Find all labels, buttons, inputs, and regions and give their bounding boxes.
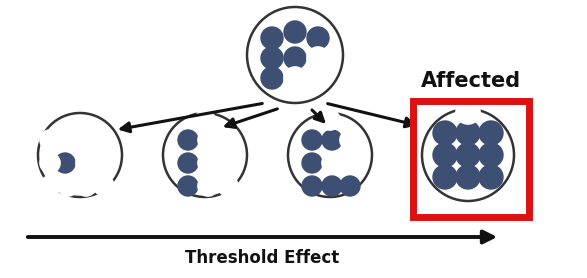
Circle shape xyxy=(433,165,457,189)
Circle shape xyxy=(40,176,60,196)
Circle shape xyxy=(302,176,322,196)
Circle shape xyxy=(76,153,96,173)
Circle shape xyxy=(261,67,283,89)
Circle shape xyxy=(198,153,218,173)
Circle shape xyxy=(178,176,198,196)
Circle shape xyxy=(340,153,360,173)
Circle shape xyxy=(76,176,96,196)
Circle shape xyxy=(218,153,238,173)
Circle shape xyxy=(284,21,306,43)
Circle shape xyxy=(198,176,218,196)
Circle shape xyxy=(40,130,60,150)
Circle shape xyxy=(94,176,114,196)
Circle shape xyxy=(55,153,75,173)
Circle shape xyxy=(307,67,329,89)
Circle shape xyxy=(479,165,503,189)
Circle shape xyxy=(284,67,306,89)
Text: Affected: Affected xyxy=(421,71,521,91)
Circle shape xyxy=(456,121,480,145)
Circle shape xyxy=(479,143,503,167)
Circle shape xyxy=(76,130,96,150)
Circle shape xyxy=(218,130,238,150)
Circle shape xyxy=(261,27,283,49)
Circle shape xyxy=(433,143,457,167)
Text: Threshold Effect: Threshold Effect xyxy=(185,249,340,267)
Circle shape xyxy=(198,130,218,150)
Circle shape xyxy=(456,100,480,124)
Circle shape xyxy=(322,176,342,196)
Circle shape xyxy=(40,153,60,173)
Circle shape xyxy=(479,121,503,145)
Circle shape xyxy=(340,130,360,150)
Circle shape xyxy=(456,165,480,189)
Circle shape xyxy=(284,47,306,69)
Circle shape xyxy=(307,27,329,49)
Circle shape xyxy=(58,130,78,150)
Circle shape xyxy=(307,47,329,69)
Bar xyxy=(413,101,529,217)
Circle shape xyxy=(456,143,480,167)
Circle shape xyxy=(261,47,283,69)
Circle shape xyxy=(433,121,457,145)
Circle shape xyxy=(178,153,198,173)
Circle shape xyxy=(322,130,342,150)
Circle shape xyxy=(302,130,322,150)
Circle shape xyxy=(340,176,360,196)
Circle shape xyxy=(322,153,342,173)
Circle shape xyxy=(302,153,322,173)
Circle shape xyxy=(218,176,238,196)
Circle shape xyxy=(320,110,340,130)
Circle shape xyxy=(178,130,198,150)
Circle shape xyxy=(94,153,114,173)
Circle shape xyxy=(58,176,78,196)
Circle shape xyxy=(195,110,215,130)
